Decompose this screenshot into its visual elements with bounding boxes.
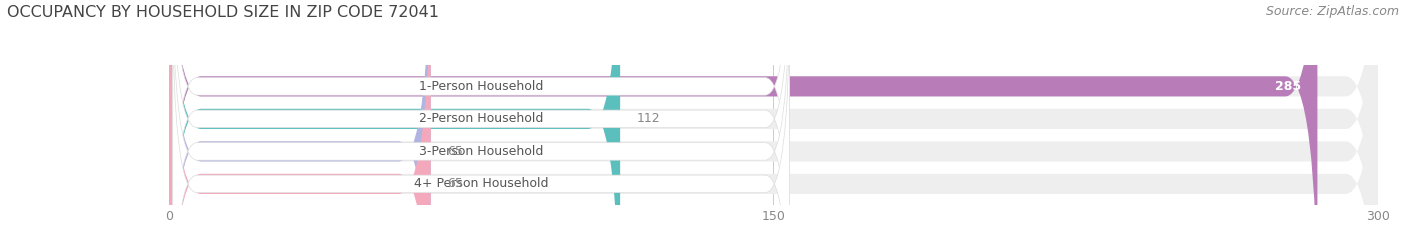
FancyBboxPatch shape xyxy=(173,0,789,233)
Text: Source: ZipAtlas.com: Source: ZipAtlas.com xyxy=(1265,5,1399,18)
FancyBboxPatch shape xyxy=(169,0,1378,233)
FancyBboxPatch shape xyxy=(173,0,789,233)
FancyBboxPatch shape xyxy=(169,0,1378,233)
FancyBboxPatch shape xyxy=(169,0,430,233)
Text: 65: 65 xyxy=(447,177,463,190)
Text: 3-Person Household: 3-Person Household xyxy=(419,145,543,158)
FancyBboxPatch shape xyxy=(169,0,430,233)
FancyBboxPatch shape xyxy=(173,0,789,233)
Text: 112: 112 xyxy=(637,112,659,125)
Text: 285: 285 xyxy=(1275,80,1302,93)
Text: 1-Person Household: 1-Person Household xyxy=(419,80,543,93)
FancyBboxPatch shape xyxy=(173,0,789,233)
Text: 2-Person Household: 2-Person Household xyxy=(419,112,543,125)
FancyBboxPatch shape xyxy=(169,0,1317,233)
Text: 65: 65 xyxy=(447,145,463,158)
FancyBboxPatch shape xyxy=(169,0,1378,233)
FancyBboxPatch shape xyxy=(169,0,620,233)
Text: OCCUPANCY BY HOUSEHOLD SIZE IN ZIP CODE 72041: OCCUPANCY BY HOUSEHOLD SIZE IN ZIP CODE … xyxy=(7,5,439,20)
Text: 4+ Person Household: 4+ Person Household xyxy=(413,177,548,190)
FancyBboxPatch shape xyxy=(169,0,1378,233)
